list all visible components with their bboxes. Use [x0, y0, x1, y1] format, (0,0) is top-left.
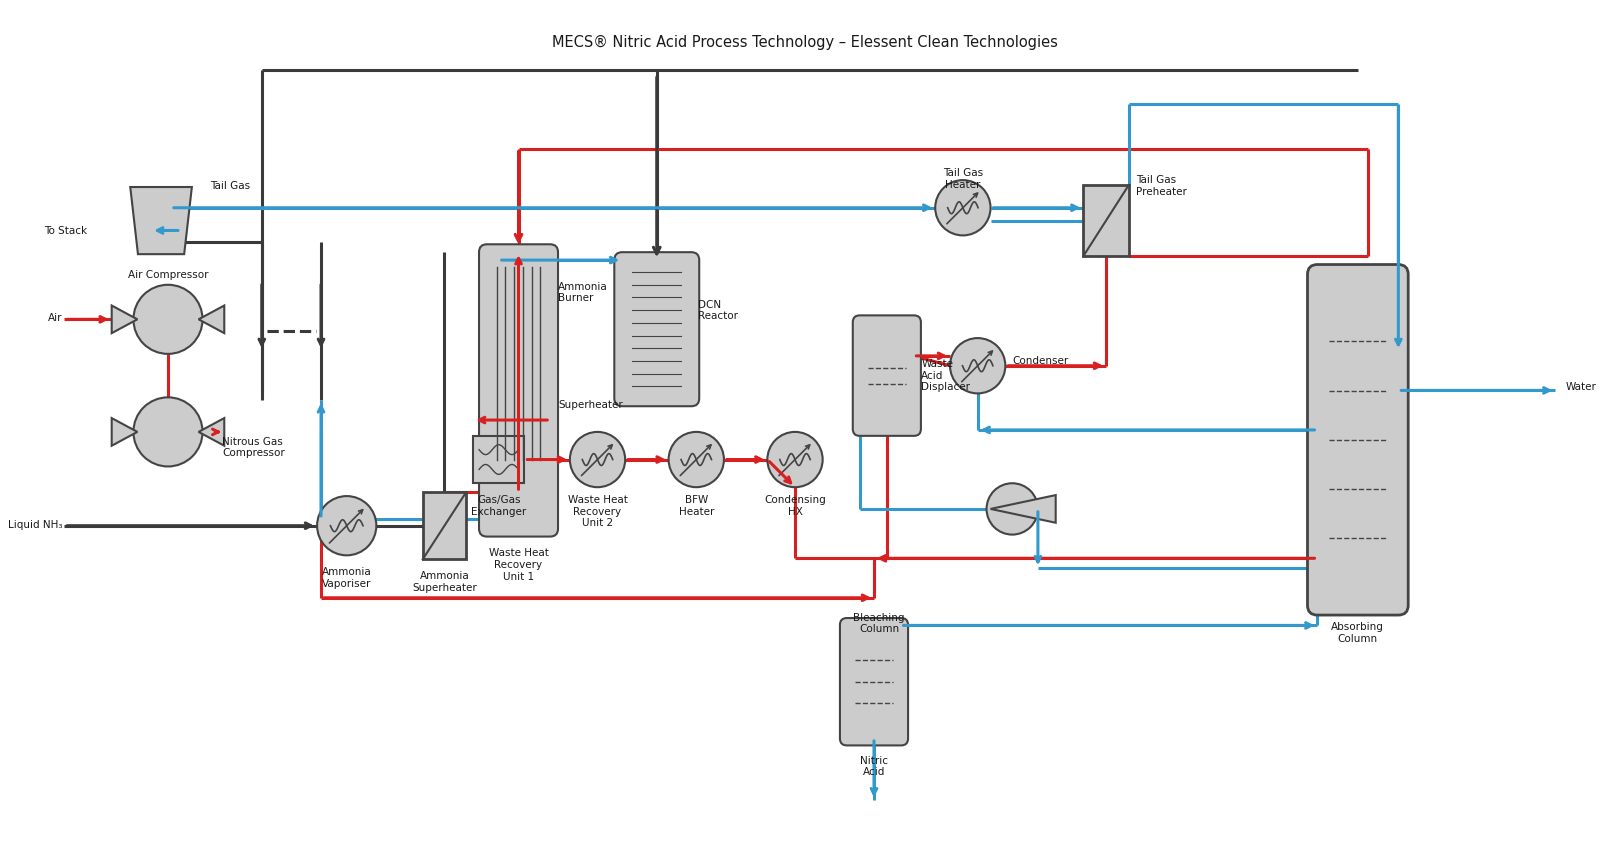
Text: Liquid NH₃: Liquid NH₃	[8, 520, 62, 530]
Circle shape	[936, 180, 990, 236]
Bar	[422, 492, 466, 560]
Text: Bleaching
Column: Bleaching Column	[853, 612, 904, 634]
Text: Absorbing
Column: Absorbing Column	[1331, 622, 1384, 644]
Polygon shape	[112, 305, 138, 333]
Text: Waste Heat
Recovery
Unit 2: Waste Heat Recovery Unit 2	[568, 495, 627, 528]
FancyBboxPatch shape	[614, 252, 699, 406]
Circle shape	[950, 338, 1005, 393]
Polygon shape	[990, 495, 1056, 522]
Circle shape	[669, 432, 723, 488]
FancyBboxPatch shape	[840, 618, 909, 745]
Text: Superheater: Superheater	[558, 400, 622, 410]
Polygon shape	[130, 187, 192, 254]
Text: Waste
Acid
Displacer: Waste Acid Displacer	[922, 359, 971, 393]
Bar	[1083, 185, 1128, 256]
Text: To Stack: To Stack	[45, 226, 88, 236]
FancyBboxPatch shape	[853, 315, 922, 436]
Text: DCN
Reactor: DCN Reactor	[698, 299, 738, 321]
Polygon shape	[198, 418, 224, 446]
Circle shape	[133, 285, 203, 354]
Text: Nitrous Gas
Compressor: Nitrous Gas Compressor	[222, 437, 285, 459]
Text: Air: Air	[48, 314, 62, 323]
Polygon shape	[112, 418, 138, 446]
Text: Gas/Gas
Exchanger: Gas/Gas Exchanger	[470, 495, 526, 516]
Circle shape	[768, 432, 822, 488]
Text: Water: Water	[1565, 382, 1597, 393]
FancyBboxPatch shape	[1307, 265, 1408, 615]
Text: Ammonia
Burner: Ammonia Burner	[558, 282, 608, 304]
Text: Tail Gas
Preheater: Tail Gas Preheater	[1136, 176, 1187, 197]
Text: Waste Heat
Recovery
Unit 1: Waste Heat Recovery Unit 1	[488, 549, 549, 582]
Circle shape	[570, 432, 626, 488]
Bar	[474, 436, 525, 483]
Text: Air Compressor: Air Compressor	[128, 270, 208, 280]
Circle shape	[317, 496, 376, 555]
Circle shape	[133, 398, 203, 466]
Text: BFW
Heater: BFW Heater	[678, 495, 714, 516]
Polygon shape	[198, 305, 224, 333]
Text: Ammonia
Superheater: Ammonia Superheater	[413, 572, 477, 593]
Text: Nitric
Acid: Nitric Acid	[861, 756, 888, 778]
Text: Condenser: Condenser	[1013, 356, 1069, 365]
FancyBboxPatch shape	[478, 244, 558, 537]
Text: Tail Gas
Heater: Tail Gas Heater	[942, 168, 982, 190]
Text: Condensing
HX: Condensing HX	[765, 495, 826, 516]
Text: Ammonia
Vaporiser: Ammonia Vaporiser	[322, 567, 371, 589]
Text: Tail Gas: Tail Gas	[211, 181, 251, 191]
Text: MECS® Nitric Acid Process Technology – Elessent Clean Technologies: MECS® Nitric Acid Process Technology – E…	[552, 35, 1058, 50]
Circle shape	[987, 483, 1038, 534]
